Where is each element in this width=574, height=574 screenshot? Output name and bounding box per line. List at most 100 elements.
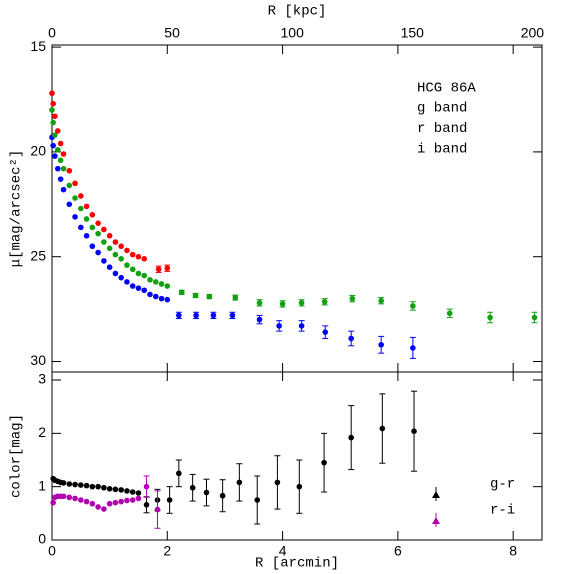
y-tick-label: 30: [30, 352, 46, 368]
data-point: [95, 249, 101, 256]
data-point: [192, 292, 199, 299]
y-tick-label: 15: [30, 38, 46, 54]
data-point: [135, 253, 142, 260]
data-point: [54, 147, 61, 153]
data-point: [118, 256, 124, 262]
data-point: [321, 459, 327, 466]
data-point: [72, 195, 78, 201]
data-point: [118, 243, 124, 250]
data-point: [112, 270, 119, 277]
y-tick-label: 3: [38, 371, 46, 387]
data-point: [176, 470, 182, 477]
data-point: [274, 479, 281, 486]
data-point: [54, 128, 61, 134]
data-point: [95, 483, 101, 490]
data-point: [164, 296, 171, 303]
data-point: [50, 142, 56, 149]
data-point: [152, 293, 159, 300]
data-point: [147, 276, 153, 283]
data-point: [166, 497, 173, 503]
data-point: [193, 312, 199, 319]
data-point: [410, 345, 416, 351]
data-point: [57, 176, 64, 182]
data-point: [112, 239, 119, 245]
x2-tick-label: 150: [401, 25, 425, 41]
data-point: [83, 232, 90, 239]
data-point: [101, 226, 107, 233]
y-axis-label: μ[mag/arcsec²]: [9, 150, 25, 268]
data-point: [83, 203, 90, 210]
data-point: [66, 481, 73, 487]
data-point: [66, 167, 73, 174]
data-point: [348, 434, 354, 441]
data-point: [101, 258, 107, 264]
data-point: [83, 216, 90, 222]
data-point: [487, 314, 493, 321]
data-point: [83, 498, 90, 505]
data-point: [410, 303, 416, 309]
data-point: [141, 272, 148, 279]
data-point: [50, 100, 56, 107]
data-point: [50, 499, 56, 506]
data-point: [72, 495, 78, 502]
data-point: [57, 140, 64, 147]
data-point: [141, 287, 148, 294]
data-point: [152, 279, 159, 285]
data-point: [124, 262, 130, 268]
data-point: [135, 285, 142, 291]
data-point: [256, 300, 263, 306]
data-point: [349, 295, 356, 302]
data-point: [89, 483, 96, 490]
data-point: [106, 245, 113, 252]
data-point: [124, 247, 130, 254]
data-point: [129, 489, 136, 495]
data-point: [229, 312, 236, 319]
legend-label: g-r: [490, 477, 515, 493]
data-point: [254, 497, 261, 503]
data-point: [164, 283, 171, 289]
data-point: [232, 294, 239, 301]
data-point: [106, 264, 113, 270]
data-point: [118, 274, 124, 281]
data-point: [129, 283, 136, 289]
x-tick-label: 4: [279, 543, 287, 559]
data-point: [89, 211, 96, 218]
data-point: [279, 301, 286, 307]
data-point: [296, 483, 303, 490]
data-point: [78, 224, 84, 231]
data-point: [54, 165, 61, 172]
data-point: [189, 484, 196, 491]
data-point: [112, 499, 119, 506]
data-point: [60, 151, 67, 157]
x2-tick-label: 50: [164, 25, 180, 41]
data-point: [83, 482, 90, 489]
y-tick-label: 1: [38, 477, 46, 493]
x2-tick-label: 0: [48, 25, 56, 41]
data-point: [101, 506, 107, 512]
data-point: [101, 484, 107, 491]
data-point: [203, 489, 210, 496]
plot-frame: [51, 371, 543, 541]
x2-tick-label: 100: [281, 25, 305, 41]
data-point: [66, 182, 73, 189]
data-point: [147, 291, 153, 298]
data-point: [129, 251, 136, 258]
data-point: [164, 265, 171, 272]
data-point: [219, 492, 226, 499]
data-point: [78, 205, 84, 212]
data-point: [158, 281, 165, 287]
data-point: [89, 500, 96, 507]
data-point: [118, 498, 124, 505]
data-point: [112, 251, 119, 258]
data-point: [135, 490, 142, 496]
data-point: [256, 316, 263, 323]
data-point: [178, 289, 185, 296]
data-point: [206, 293, 213, 300]
data-point: [57, 157, 64, 164]
data-point: [298, 300, 305, 306]
data-point: [124, 488, 130, 494]
data-point: [176, 312, 182, 319]
data-point: [66, 201, 73, 208]
x-tick-label: 2: [163, 543, 171, 559]
data-point: [66, 494, 73, 501]
